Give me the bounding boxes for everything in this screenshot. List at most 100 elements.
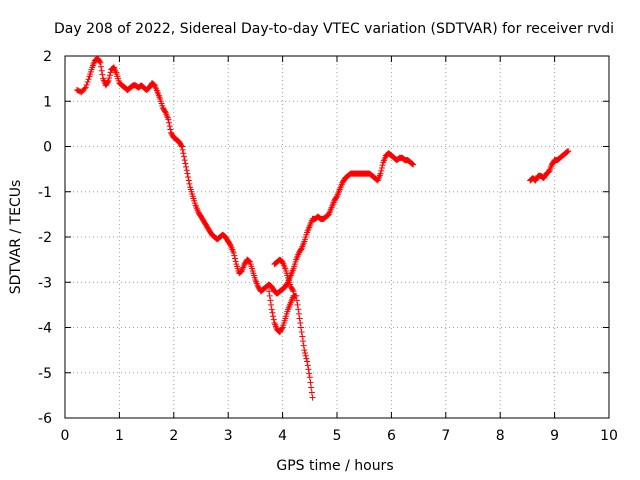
data-point: [96, 58, 103, 65]
data-point: [297, 324, 304, 331]
data-point: [305, 366, 312, 373]
data-point: [245, 257, 252, 264]
data-point: [308, 384, 315, 391]
data-point: [99, 71, 106, 78]
y-tick-label: -4: [38, 321, 52, 337]
data-point: [180, 150, 187, 157]
data-point: [230, 249, 237, 256]
data-point: [81, 85, 88, 92]
data-point: [232, 255, 238, 262]
y-tick-label: -2: [38, 230, 52, 246]
data-point: [107, 69, 114, 76]
data-point: [377, 170, 384, 177]
data-point: [307, 379, 314, 386]
data-point: [306, 374, 313, 381]
data-point: [296, 315, 303, 322]
x-tick-label: 0: [61, 428, 70, 444]
data-point: [300, 342, 307, 349]
data-point: [167, 126, 174, 133]
data-point: [290, 288, 297, 295]
data-point: [232, 258, 239, 265]
data-point: [182, 160, 189, 167]
data-point: [297, 319, 304, 326]
data-point: [269, 309, 276, 316]
y-tick-label: -5: [38, 366, 52, 382]
y-axis-label: SDTVAR / TECUs: [8, 180, 24, 295]
x-tick-label: 3: [224, 428, 233, 444]
data-point: [184, 170, 191, 177]
data-point: [270, 316, 277, 323]
data-point: [300, 338, 306, 345]
data-point: [293, 292, 300, 299]
data-point: [297, 246, 304, 253]
data-point: [302, 352, 309, 359]
x-axis: 0 1 2 3 4 5 6 7 8 9 10: [61, 56, 618, 444]
data-point: [278, 325, 285, 332]
y-tick-label: 2: [43, 49, 52, 65]
data-point: [165, 116, 172, 123]
data-point: [161, 108, 168, 115]
data-point: [295, 310, 302, 317]
data-point: [270, 313, 277, 320]
data-point: [106, 75, 113, 82]
data-point: [289, 287, 296, 294]
data-point: [246, 258, 253, 265]
data-point: [98, 67, 105, 74]
data-point: [166, 123, 173, 130]
x-tick-label: 9: [550, 428, 559, 444]
data-point: [181, 153, 187, 160]
data-point: [298, 329, 305, 336]
y-tick-label: 0: [43, 140, 52, 156]
x-tick-label: 4: [278, 428, 287, 444]
data-point: [267, 297, 274, 304]
data-point: [304, 358, 311, 365]
data-point: [268, 301, 275, 308]
data-point: [408, 160, 415, 167]
data-point: [563, 149, 570, 156]
data-point: [105, 77, 112, 84]
data-point: [104, 79, 111, 86]
data-point: [83, 81, 90, 88]
y-axis: 2 1 0 -1 -2 -3 -4 -5 -6: [38, 49, 609, 427]
data-point: [266, 288, 272, 295]
data-point: [409, 161, 416, 168]
data-point: [231, 252, 238, 259]
data-point: [227, 241, 234, 248]
data-point: [410, 161, 417, 168]
data-point: [301, 347, 308, 354]
data-point: [181, 157, 188, 164]
grid-lines: [65, 56, 609, 418]
data-point: [379, 162, 386, 169]
data-point: [565, 148, 572, 155]
data-point: [299, 333, 306, 340]
data-point: [185, 177, 192, 184]
data-point: [306, 370, 313, 377]
data-point: [84, 79, 91, 86]
x-tick-label: 10: [600, 428, 618, 444]
x-tick-label: 2: [169, 428, 178, 444]
y-tick-label: 1: [43, 94, 52, 110]
data-point: [98, 63, 105, 70]
y-tick-label: -1: [38, 185, 52, 201]
x-tick-label: 7: [441, 428, 450, 444]
data-point: [378, 164, 385, 171]
data-point: [186, 180, 193, 187]
data-point: [293, 297, 300, 304]
data-point: [309, 394, 316, 401]
x-tick-label: 6: [387, 428, 396, 444]
data-point: [308, 389, 315, 396]
data-point: [85, 76, 92, 83]
data-point: [183, 167, 190, 174]
x-tick-label: 1: [115, 428, 124, 444]
data-point: [268, 306, 275, 313]
data-point: [303, 355, 310, 362]
data-point: [179, 146, 186, 153]
y-tick-label: -6: [38, 411, 52, 427]
data-point: [178, 143, 185, 150]
data-point: [185, 174, 192, 181]
x-tick-label: 8: [496, 428, 505, 444]
data-point: [178, 142, 185, 149]
data-points: [74, 55, 572, 401]
x-tick-label: 5: [333, 428, 342, 444]
